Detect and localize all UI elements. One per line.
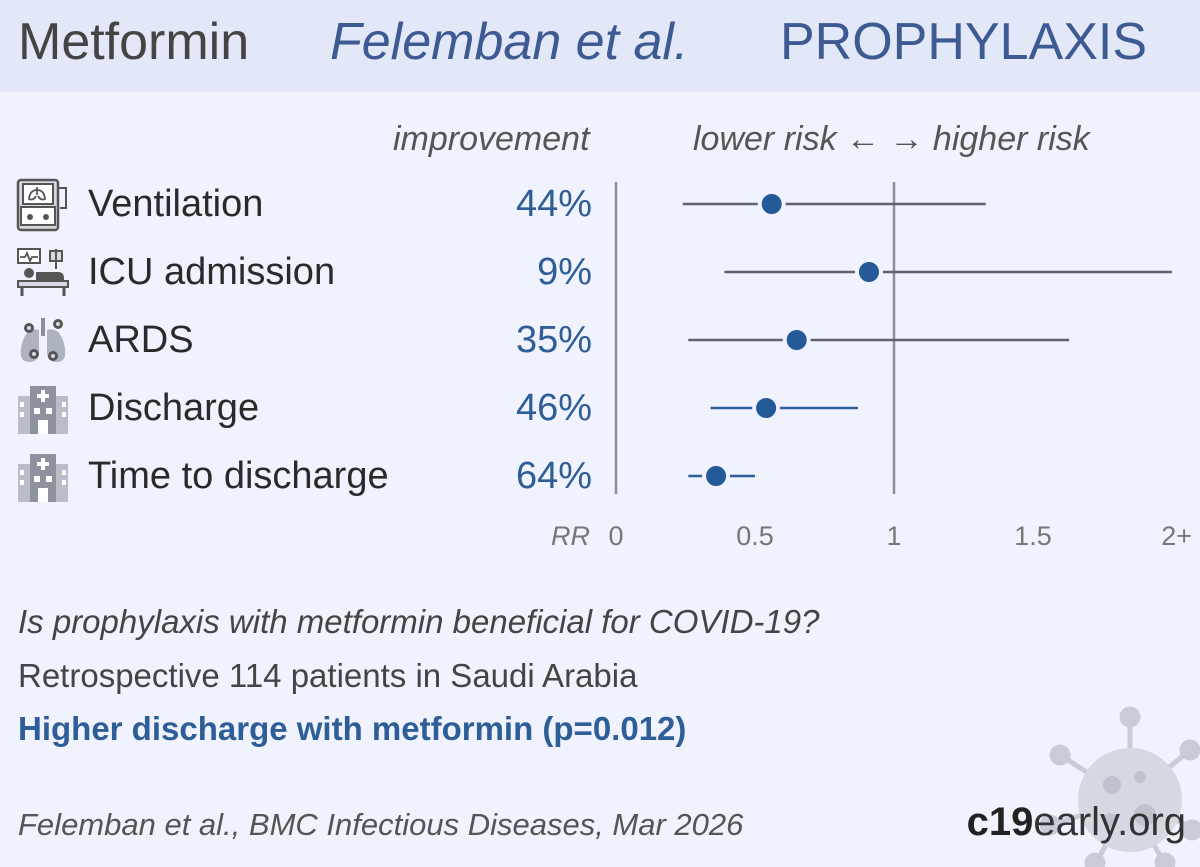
tick-label: 1.5 xyxy=(1014,521,1052,551)
ventilator-icon xyxy=(16,178,67,232)
point-estimate xyxy=(782,326,811,354)
improvement-value: 44% xyxy=(515,183,592,225)
virus-icon xyxy=(1040,706,1200,867)
study-question: Is prophylaxis with metformin beneficial… xyxy=(18,603,820,640)
improvement-value: 35% xyxy=(515,319,592,361)
citation: Felemban et al., BMC Infectious Diseases… xyxy=(18,807,744,842)
drug-name: Metformin xyxy=(18,13,250,71)
study-authors: Felemban et al. xyxy=(330,13,689,71)
outcome-label: Ventilation xyxy=(88,183,264,225)
hospital-icon xyxy=(18,386,68,434)
outcome-label: ICU admission xyxy=(88,251,336,293)
study-type: PROPHYLAXIS xyxy=(780,13,1148,71)
hospital-icon xyxy=(18,454,68,502)
brand-logo[interactable]: c19early.org xyxy=(967,800,1186,845)
axis-label: RR xyxy=(551,521,590,551)
point-estimate xyxy=(854,258,883,286)
brand-rest: early.org xyxy=(1033,800,1186,844)
icu-bed-icon xyxy=(17,248,69,296)
point-estimate xyxy=(752,394,781,422)
improvement-column-heading: improvement xyxy=(393,120,590,158)
point-estimate xyxy=(702,462,731,490)
tick-label: 0.5 xyxy=(736,521,774,551)
risk-direction-heading: lower risk ← → higher risk xyxy=(693,120,1090,158)
improvement-value: 9% xyxy=(537,251,592,293)
brand-bold: c19 xyxy=(966,800,1034,844)
header-bar: Metformin Felemban et al. PROPHYLAXIS xyxy=(0,0,1200,92)
tick-label: 0 xyxy=(608,521,623,551)
outcome-label: ARDS xyxy=(88,319,194,361)
improvement-value: 46% xyxy=(515,387,592,429)
tick-label: 1 xyxy=(886,521,901,551)
tick-label: 2+ xyxy=(1161,521,1192,551)
point-estimate xyxy=(757,190,786,218)
study-design: Retrospective 114 patients in Saudi Arab… xyxy=(18,657,638,694)
outcome-label: Discharge xyxy=(88,387,260,429)
improvement-value: 64% xyxy=(515,455,592,497)
study-conclusion: Higher discharge with metformin (p=0.012… xyxy=(18,710,687,747)
lungs-virus-icon xyxy=(20,318,66,362)
outcome-label: Time to discharge xyxy=(88,455,389,497)
